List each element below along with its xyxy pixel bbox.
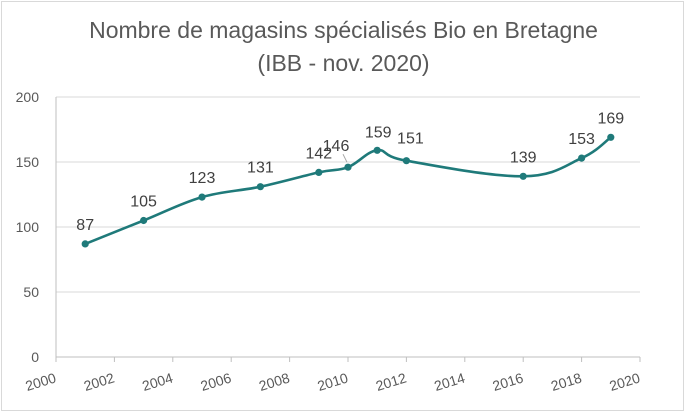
x-tick-label: 2008	[257, 370, 292, 394]
x-tick-labels: 2000 2002 2004 2006 2008 2010 2012 2014 2016 2018…	[23, 370, 642, 394]
data-label: 123	[189, 170, 216, 187]
data-point	[402, 157, 410, 165]
gridlines	[56, 96, 640, 293]
x-tick-label: 2020	[607, 370, 642, 394]
x-tick-label: 2016	[491, 370, 526, 394]
data-label: 153	[568, 131, 595, 148]
data-point	[198, 193, 206, 201]
label-leader-line	[342, 153, 348, 163]
data-point	[578, 154, 586, 162]
data-label: 131	[247, 160, 274, 177]
data-point	[256, 183, 264, 191]
x-tick-label: 2000	[23, 370, 58, 394]
x-tick-label: 2010	[315, 370, 350, 394]
x-tick-label: 2014	[432, 370, 467, 394]
x-tick-label: 2018	[549, 370, 584, 394]
chart-title: Nombre de magasins spécialisés Bio en Br…	[89, 17, 598, 43]
axes	[55, 97, 641, 362]
y-tick-label: 0	[31, 349, 39, 365]
data-label: 159	[365, 124, 392, 141]
data-point	[607, 133, 615, 141]
data-points	[81, 133, 615, 248]
y-tick-label: 50	[23, 284, 39, 300]
y-tick-labels: 0 50 100 150 200	[16, 89, 40, 365]
x-tick-label: 2004	[140, 370, 175, 394]
series-lines	[83, 136, 613, 246]
data-point	[519, 172, 527, 180]
data-label: 169	[597, 110, 624, 127]
data-label: 139	[510, 149, 537, 166]
data-point	[315, 168, 323, 176]
chart-subtitle: (IBB - nov. 2020)	[257, 50, 430, 76]
x-tick-label: 2002	[82, 370, 117, 394]
data-point	[81, 240, 89, 248]
data-label: 87	[76, 217, 94, 234]
x-tick-label: 2012	[374, 370, 409, 394]
y-tick-label: 200	[16, 89, 40, 105]
data-label: 142	[305, 145, 332, 162]
data-point	[344, 163, 352, 171]
series-line	[83, 136, 613, 246]
data-label: 146	[323, 138, 350, 155]
data-point	[373, 146, 381, 154]
data-label: 151	[397, 131, 424, 148]
y-tick-label: 100	[16, 219, 40, 235]
y-tick-label: 150	[16, 154, 40, 170]
x-tick-label: 2006	[199, 370, 234, 394]
data-point	[140, 216, 148, 225]
data-label: 105	[130, 194, 157, 211]
